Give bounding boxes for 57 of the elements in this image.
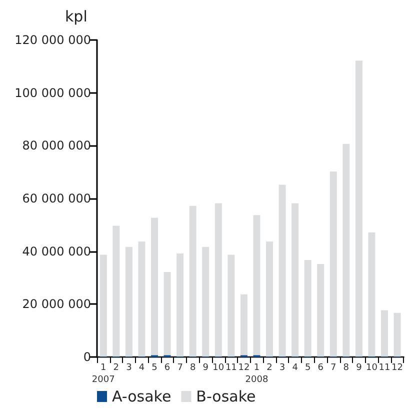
bar — [304, 260, 312, 356]
y-tick-label: 20 000 000 — [22, 297, 91, 312]
y-tick-label: 120 000 000 — [14, 33, 91, 47]
x-tick-label: 6 — [318, 363, 324, 373]
x-tick-label: 10 — [212, 363, 224, 373]
x-tick-label: 5 — [304, 363, 311, 373]
x-tick-label: 7 — [330, 363, 336, 373]
bar — [394, 312, 401, 356]
x-tick-label: 4 — [138, 363, 145, 373]
bar — [112, 226, 120, 356]
y-axis-title: kpl — [65, 8, 88, 26]
y-tick-label: 80 000 000 — [22, 138, 91, 153]
bar — [381, 310, 388, 356]
bar — [151, 218, 158, 356]
x-tick-label: 7 — [177, 363, 183, 373]
bar — [125, 246, 132, 356]
x-tick-label: 11 — [378, 363, 390, 373]
bar — [317, 264, 324, 356]
x-tick-label: 5 — [152, 363, 158, 373]
bar — [164, 272, 171, 356]
x-tick-label: 12 — [392, 363, 404, 373]
x-tick-label: 2 — [113, 363, 120, 373]
legend-label: A-osake — [112, 388, 172, 406]
bar — [138, 242, 146, 356]
y-tick-label: 60 000 000 — [22, 192, 91, 206]
x-tick-label: 6 — [164, 363, 170, 373]
bar — [100, 254, 107, 356]
bar — [355, 60, 362, 356]
x-tick-label: 9 — [356, 363, 362, 373]
x-tick-label: 3 — [126, 363, 132, 373]
bar — [214, 203, 222, 356]
x-tick-label: 12 — [238, 363, 250, 373]
x-tick-label: 1 2007 — [92, 363, 115, 385]
y-tick-label: 40 000 000 — [22, 244, 91, 258]
bar — [176, 253, 184, 356]
bar — [253, 215, 260, 356]
bar — [292, 203, 299, 356]
bar — [240, 294, 248, 356]
x-tick-label: 4 — [292, 363, 298, 373]
x-tick-label: 11 — [225, 363, 237, 373]
x-tick-label: 8 — [343, 363, 350, 373]
x-tick-label: 10 — [366, 363, 378, 373]
x-tick-label: 8 — [190, 363, 196, 373]
y-tick-label: 100 000 000 — [14, 86, 91, 100]
bar — [228, 254, 235, 356]
bar — [330, 172, 337, 356]
y-tick-label: 0 — [83, 350, 91, 364]
x-tick-label: 2 — [266, 363, 272, 373]
bar — [266, 242, 273, 356]
bar — [189, 206, 196, 356]
bar — [202, 246, 210, 356]
bar — [342, 144, 350, 356]
x-tick-label: 3 — [279, 363, 286, 373]
bar — [278, 184, 286, 356]
legend-label: B-osake — [196, 388, 256, 406]
x-tick-label: 9 — [202, 363, 209, 373]
bar — [368, 232, 376, 356]
